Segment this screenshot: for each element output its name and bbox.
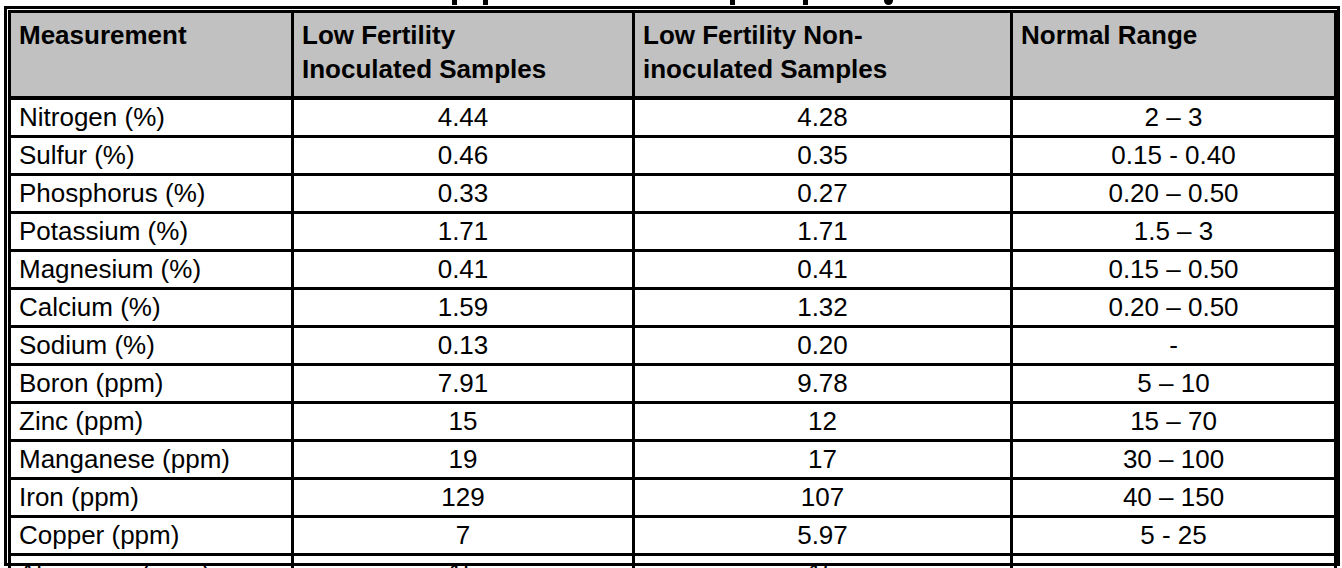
value-normal-range: 40 – 150 <box>1012 479 1336 517</box>
row-label: Nitrogen (%) <box>10 98 293 137</box>
header-line: inoculated Samples <box>643 52 1002 86</box>
row-label: Aluminum (ppm) <box>10 555 293 568</box>
row-label: Boron (ppm) <box>10 365 293 403</box>
table-row-boron: Boron (ppm) 7.91 9.78 5 – 10 <box>10 365 1336 403</box>
header-line: Normal Range <box>1021 18 1326 52</box>
value-non-inoculated: 0.20 <box>634 327 1012 365</box>
caption-descender-mark <box>730 0 735 5</box>
value-inoculated: 1.71 <box>293 213 634 251</box>
value-normal-range: 0.20 – 0.50 <box>1012 289 1336 327</box>
value-non-inoculated: 9.78 <box>634 365 1012 403</box>
table-row-aluminum: Aluminum (ppm) 15 15 - <box>10 555 1336 568</box>
value-non-inoculated: 0.27 <box>634 175 1012 213</box>
table-row-sulfur: Sulfur (%) 0.46 0.35 0.15 - 0.40 <box>10 137 1336 175</box>
value-normal-range: 0.15 – 0.50 <box>1012 251 1336 289</box>
row-label: Sulfur (%) <box>10 137 293 175</box>
caption-descender-mark <box>452 0 457 5</box>
value-inoculated: 15 <box>293 403 634 441</box>
value-normal-range: - <box>1012 327 1336 365</box>
value-normal-range: 5 - 25 <box>1012 517 1336 555</box>
value-inoculated: 1.59 <box>293 289 634 327</box>
data-table-outer-border: Measurement Low Fertility Inoculated Sam… <box>4 6 1340 566</box>
value-inoculated: 0.33 <box>293 175 634 213</box>
value-normal-range: 30 – 100 <box>1012 441 1336 479</box>
value-inoculated: 19 <box>293 441 634 479</box>
caption-descender-mark <box>803 0 808 5</box>
value-normal-range: 1.5 – 3 <box>1012 213 1336 251</box>
table-row-zinc: Zinc (ppm) 15 12 15 – 70 <box>10 403 1336 441</box>
col-header-measurement: Measurement <box>10 12 293 99</box>
value-normal-range: - <box>1012 555 1336 568</box>
value-non-inoculated: 5.97 <box>634 517 1012 555</box>
value-normal-range: 2 – 3 <box>1012 98 1336 137</box>
value-normal-range: 5 – 10 <box>1012 365 1336 403</box>
table-row-potassium: Potassium (%) 1.71 1.71 1.5 – 3 <box>10 213 1336 251</box>
row-label: Potassium (%) <box>10 213 293 251</box>
value-inoculated: 7.91 <box>293 365 634 403</box>
table-row-nitrogen: Nitrogen (%) 4.44 4.28 2 – 3 <box>10 98 1336 137</box>
table-row-manganese: Manganese (ppm) 19 17 30 – 100 <box>10 441 1336 479</box>
value-inoculated: 129 <box>293 479 634 517</box>
value-normal-range: 0.15 - 0.40 <box>1012 137 1336 175</box>
table-row-iron: Iron (ppm) 129 107 40 – 150 <box>10 479 1336 517</box>
col-header-low-fertility-non-inoculated: Low Fertility Non- inoculated Samples <box>634 12 1012 99</box>
header-line: Inoculated Samples <box>302 52 624 86</box>
value-normal-range: 15 – 70 <box>1012 403 1336 441</box>
value-non-inoculated: 4.28 <box>634 98 1012 137</box>
value-non-inoculated: 1.32 <box>634 289 1012 327</box>
value-inoculated: 4.44 <box>293 98 634 137</box>
value-non-inoculated: 17 <box>634 441 1012 479</box>
table-body: Nitrogen (%) 4.44 4.28 2 – 3 Sulfur (%) … <box>10 98 1336 568</box>
row-label: Phosphorus (%) <box>10 175 293 213</box>
row-label: Magnesium (%) <box>10 251 293 289</box>
row-label: Iron (ppm) <box>10 479 293 517</box>
table-row-sodium: Sodium (%) 0.13 0.20 - <box>10 327 1336 365</box>
row-label: Copper (ppm) <box>10 517 293 555</box>
table-row-magnesium: Magnesium (%) 0.41 0.41 0.15 – 0.50 <box>10 251 1336 289</box>
value-non-inoculated: 1.71 <box>634 213 1012 251</box>
value-normal-range: 0.20 – 0.50 <box>1012 175 1336 213</box>
value-inoculated: 15 <box>293 555 634 568</box>
table-header: Measurement Low Fertility Inoculated Sam… <box>10 12 1336 99</box>
header-line: Low Fertility <box>302 18 624 52</box>
col-header-normal-range: Normal Range <box>1012 12 1336 99</box>
value-inoculated: 0.13 <box>293 327 634 365</box>
caption-descender-mark <box>884 0 893 5</box>
table-row-copper: Copper (ppm) 7 5.97 5 - 25 <box>10 517 1336 555</box>
value-non-inoculated: 15 <box>634 555 1012 568</box>
header-row: Measurement Low Fertility Inoculated Sam… <box>10 12 1336 99</box>
value-inoculated: 7 <box>293 517 634 555</box>
soil-nutrient-table: Measurement Low Fertility Inoculated Sam… <box>8 10 1337 568</box>
table-row-calcium: Calcium (%) 1.59 1.32 0.20 – 0.50 <box>10 289 1336 327</box>
row-label: Sodium (%) <box>10 327 293 365</box>
value-non-inoculated: 0.35 <box>634 137 1012 175</box>
value-non-inoculated: 12 <box>634 403 1012 441</box>
row-label: Calcium (%) <box>10 289 293 327</box>
header-line: Measurement <box>19 18 283 52</box>
header-line: Low Fertility Non- <box>643 18 1002 52</box>
row-label: Manganese (ppm) <box>10 441 293 479</box>
value-non-inoculated: 0.41 <box>634 251 1012 289</box>
value-non-inoculated: 107 <box>634 479 1012 517</box>
value-inoculated: 0.46 <box>293 137 634 175</box>
table-row-phosphorus: Phosphorus (%) 0.33 0.27 0.20 – 0.50 <box>10 175 1336 213</box>
col-header-low-fertility-inoculated: Low Fertility Inoculated Samples <box>293 12 634 99</box>
row-label: Zinc (ppm) <box>10 403 293 441</box>
value-inoculated: 0.41 <box>293 251 634 289</box>
caption-descender-mark <box>483 0 488 5</box>
